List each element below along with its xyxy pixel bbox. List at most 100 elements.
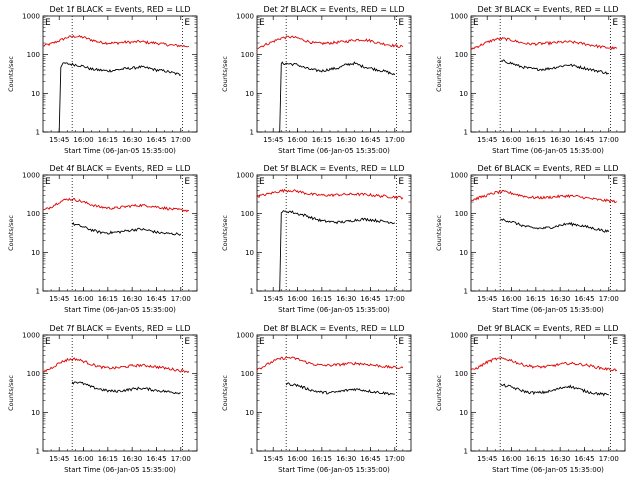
corner-label-right: E (612, 18, 618, 28)
corner-label-left: E (473, 18, 479, 28)
corner-label-left: E (259, 337, 265, 347)
x-tick-label: 16:00 (287, 455, 307, 463)
x-tick-label: 16:45 (360, 455, 380, 463)
y-tick-label: 100 (241, 370, 254, 378)
x-axis-label: Start Time (06-Jan-05 15:35:00) (64, 466, 176, 474)
detector-panel: Det 5f BLACK = Events, RED = LLD Counts/s… (221, 164, 412, 314)
y-tick-label: 1000 (450, 332, 468, 340)
x-tick-label: 16:15 (526, 136, 546, 144)
y-tick-label: 10 (245, 249, 254, 257)
x-axis-label: Start Time (06-Jan-05 15:35:00) (64, 306, 176, 314)
x-tick-label: 15:45 (263, 295, 283, 303)
x-tick-label: 17:00 (171, 455, 191, 463)
corner-label-left: E (259, 177, 265, 187)
plot-frame (256, 334, 412, 452)
y-tick-label: 100 (455, 210, 468, 218)
x-tick-label: 17:00 (171, 136, 191, 144)
x-tick-label: 17:00 (385, 136, 405, 144)
x-axis-label: Start Time (06-Jan-05 15:35:00) (278, 466, 390, 474)
detector-panel: Det 3f BLACK = Events, RED = LLD Counts/s… (435, 5, 626, 155)
x-tick-label: 16:45 (574, 136, 594, 144)
x-tick-label: 16:30 (336, 295, 356, 303)
y-tick-label: 10 (31, 90, 40, 98)
y-tick-label: 10 (31, 249, 40, 257)
y-tick-label: 10 (459, 409, 468, 417)
panel-title: Det 7f BLACK = Events, RED = LLD (49, 324, 190, 333)
x-tick-label: 17:00 (385, 295, 405, 303)
corner-label-right: E (612, 337, 618, 347)
x-tick-label: 16:00 (73, 136, 93, 144)
y-tick-label: 1000 (236, 172, 254, 180)
x-tick-label: 16:15 (98, 136, 118, 144)
y-tick-label: 1 (36, 129, 40, 137)
x-tick-label: 16:45 (146, 295, 166, 303)
y-axis-label: Counts/sec (435, 56, 443, 92)
y-tick-label: 10 (31, 409, 40, 417)
x-tick-label: 15:45 (263, 455, 283, 463)
y-tick-label: 1 (36, 448, 40, 456)
x-axis-label: Start Time (06-Jan-05 15:35:00) (492, 147, 604, 155)
x-tick-label: 16:15 (312, 455, 332, 463)
y-tick-label: 1000 (22, 172, 40, 180)
plot-frame (42, 334, 198, 452)
events-series-line (500, 218, 610, 233)
y-tick-label: 10 (459, 249, 468, 257)
panel-title: Det 1f BLACK = Events, RED = LLD (49, 5, 190, 14)
x-tick-label: 15:45 (477, 136, 497, 144)
y-tick-label: 100 (241, 210, 254, 218)
corner-label-left: E (45, 177, 51, 187)
detector-panel: Det 8f BLACK = Events, RED = LLD Counts/s… (221, 324, 412, 474)
panel-title: Det 3f BLACK = Events, RED = LLD (477, 5, 618, 14)
corner-label-left: E (473, 177, 479, 187)
y-tick-label: 100 (455, 51, 468, 59)
y-tick-label: 100 (455, 370, 468, 378)
y-axis-label: Counts/sec (435, 375, 443, 411)
events-series-line (71, 381, 181, 395)
y-tick-label: 10 (245, 409, 254, 417)
y-tick-label: 1 (36, 288, 40, 296)
x-tick-label: 16:30 (550, 455, 570, 463)
lld-series-line (256, 35, 404, 50)
y-tick-label: 10 (459, 90, 468, 98)
x-tick-label: 16:15 (526, 295, 546, 303)
x-tick-label: 16:15 (98, 295, 118, 303)
detector-panel: Det 4f BLACK = Events, RED = LLD Counts/s… (7, 164, 198, 314)
detector-panel: Det 2f BLACK = Events, RED = LLD Counts/s… (221, 5, 412, 155)
x-tick-label: 16:00 (287, 295, 307, 303)
x-axis-label: Start Time (06-Jan-05 15:35:00) (492, 306, 604, 314)
plot-frame (256, 174, 412, 292)
lld-series-line (470, 189, 618, 204)
x-tick-label: 16:45 (574, 295, 594, 303)
y-tick-label: 100 (27, 210, 40, 218)
x-tick-label: 17:00 (599, 455, 619, 463)
y-tick-label: 10 (245, 90, 254, 98)
plot-frame (42, 15, 198, 133)
corner-label-right: E (184, 337, 190, 347)
lld-series-line (256, 356, 404, 371)
y-axis-label: Counts/sec (221, 375, 229, 411)
lld-series-line (470, 356, 618, 372)
x-tick-label: 16:15 (526, 455, 546, 463)
x-tick-label: 16:00 (73, 295, 93, 303)
events-series-line (57, 62, 182, 133)
y-tick-label: 1 (464, 448, 468, 456)
x-tick-label: 15:45 (477, 295, 497, 303)
corner-label-left: E (259, 18, 265, 28)
x-tick-label: 17:00 (171, 295, 191, 303)
corner-label-right: E (398, 177, 404, 187)
x-tick-label: 16:00 (287, 136, 307, 144)
y-tick-label: 1 (250, 448, 254, 456)
x-tick-label: 16:00 (73, 455, 93, 463)
y-tick-label: 1 (464, 129, 468, 137)
x-tick-label: 16:45 (146, 136, 166, 144)
corner-label-left: E (45, 18, 51, 28)
lld-series-line (256, 188, 404, 200)
x-tick-label: 15:45 (49, 455, 69, 463)
y-tick-label: 1000 (236, 332, 254, 340)
x-tick-label: 16:45 (360, 295, 380, 303)
y-axis-label: Counts/sec (435, 215, 443, 251)
x-axis-label: Start Time (06-Jan-05 15:35:00) (278, 306, 390, 314)
events-series-line (71, 222, 182, 236)
corner-label-left: E (473, 337, 479, 347)
y-tick-label: 100 (27, 370, 40, 378)
